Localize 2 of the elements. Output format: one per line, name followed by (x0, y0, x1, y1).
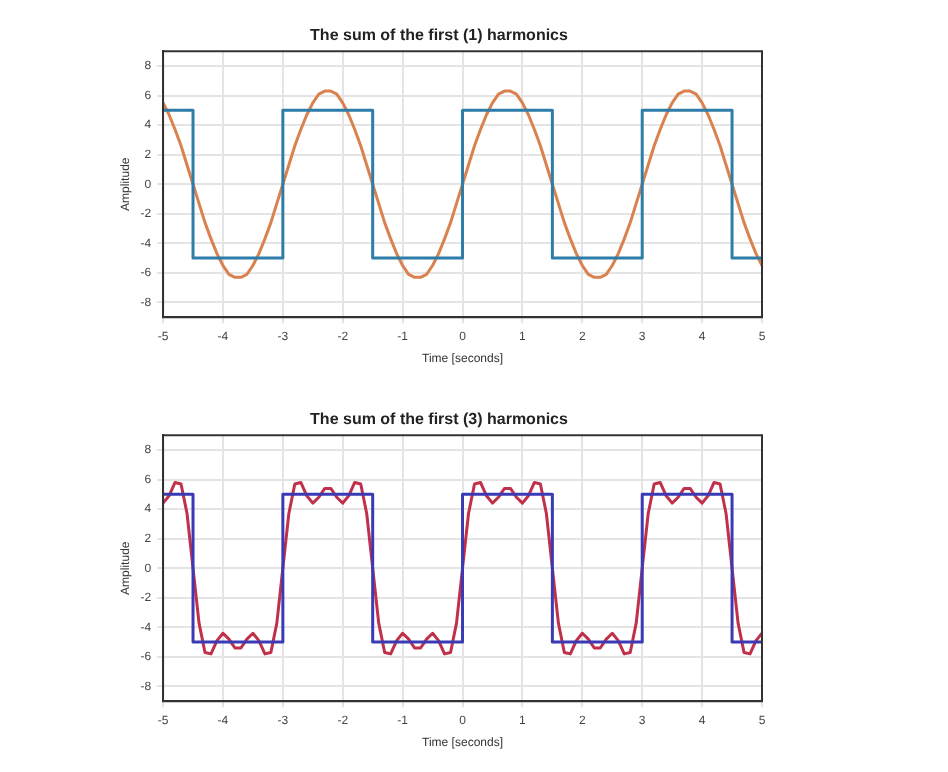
chart-title: The sum of the first (3) harmonics (310, 410, 570, 429)
chart-title: The sum of the first (1) harmonics (310, 26, 570, 45)
